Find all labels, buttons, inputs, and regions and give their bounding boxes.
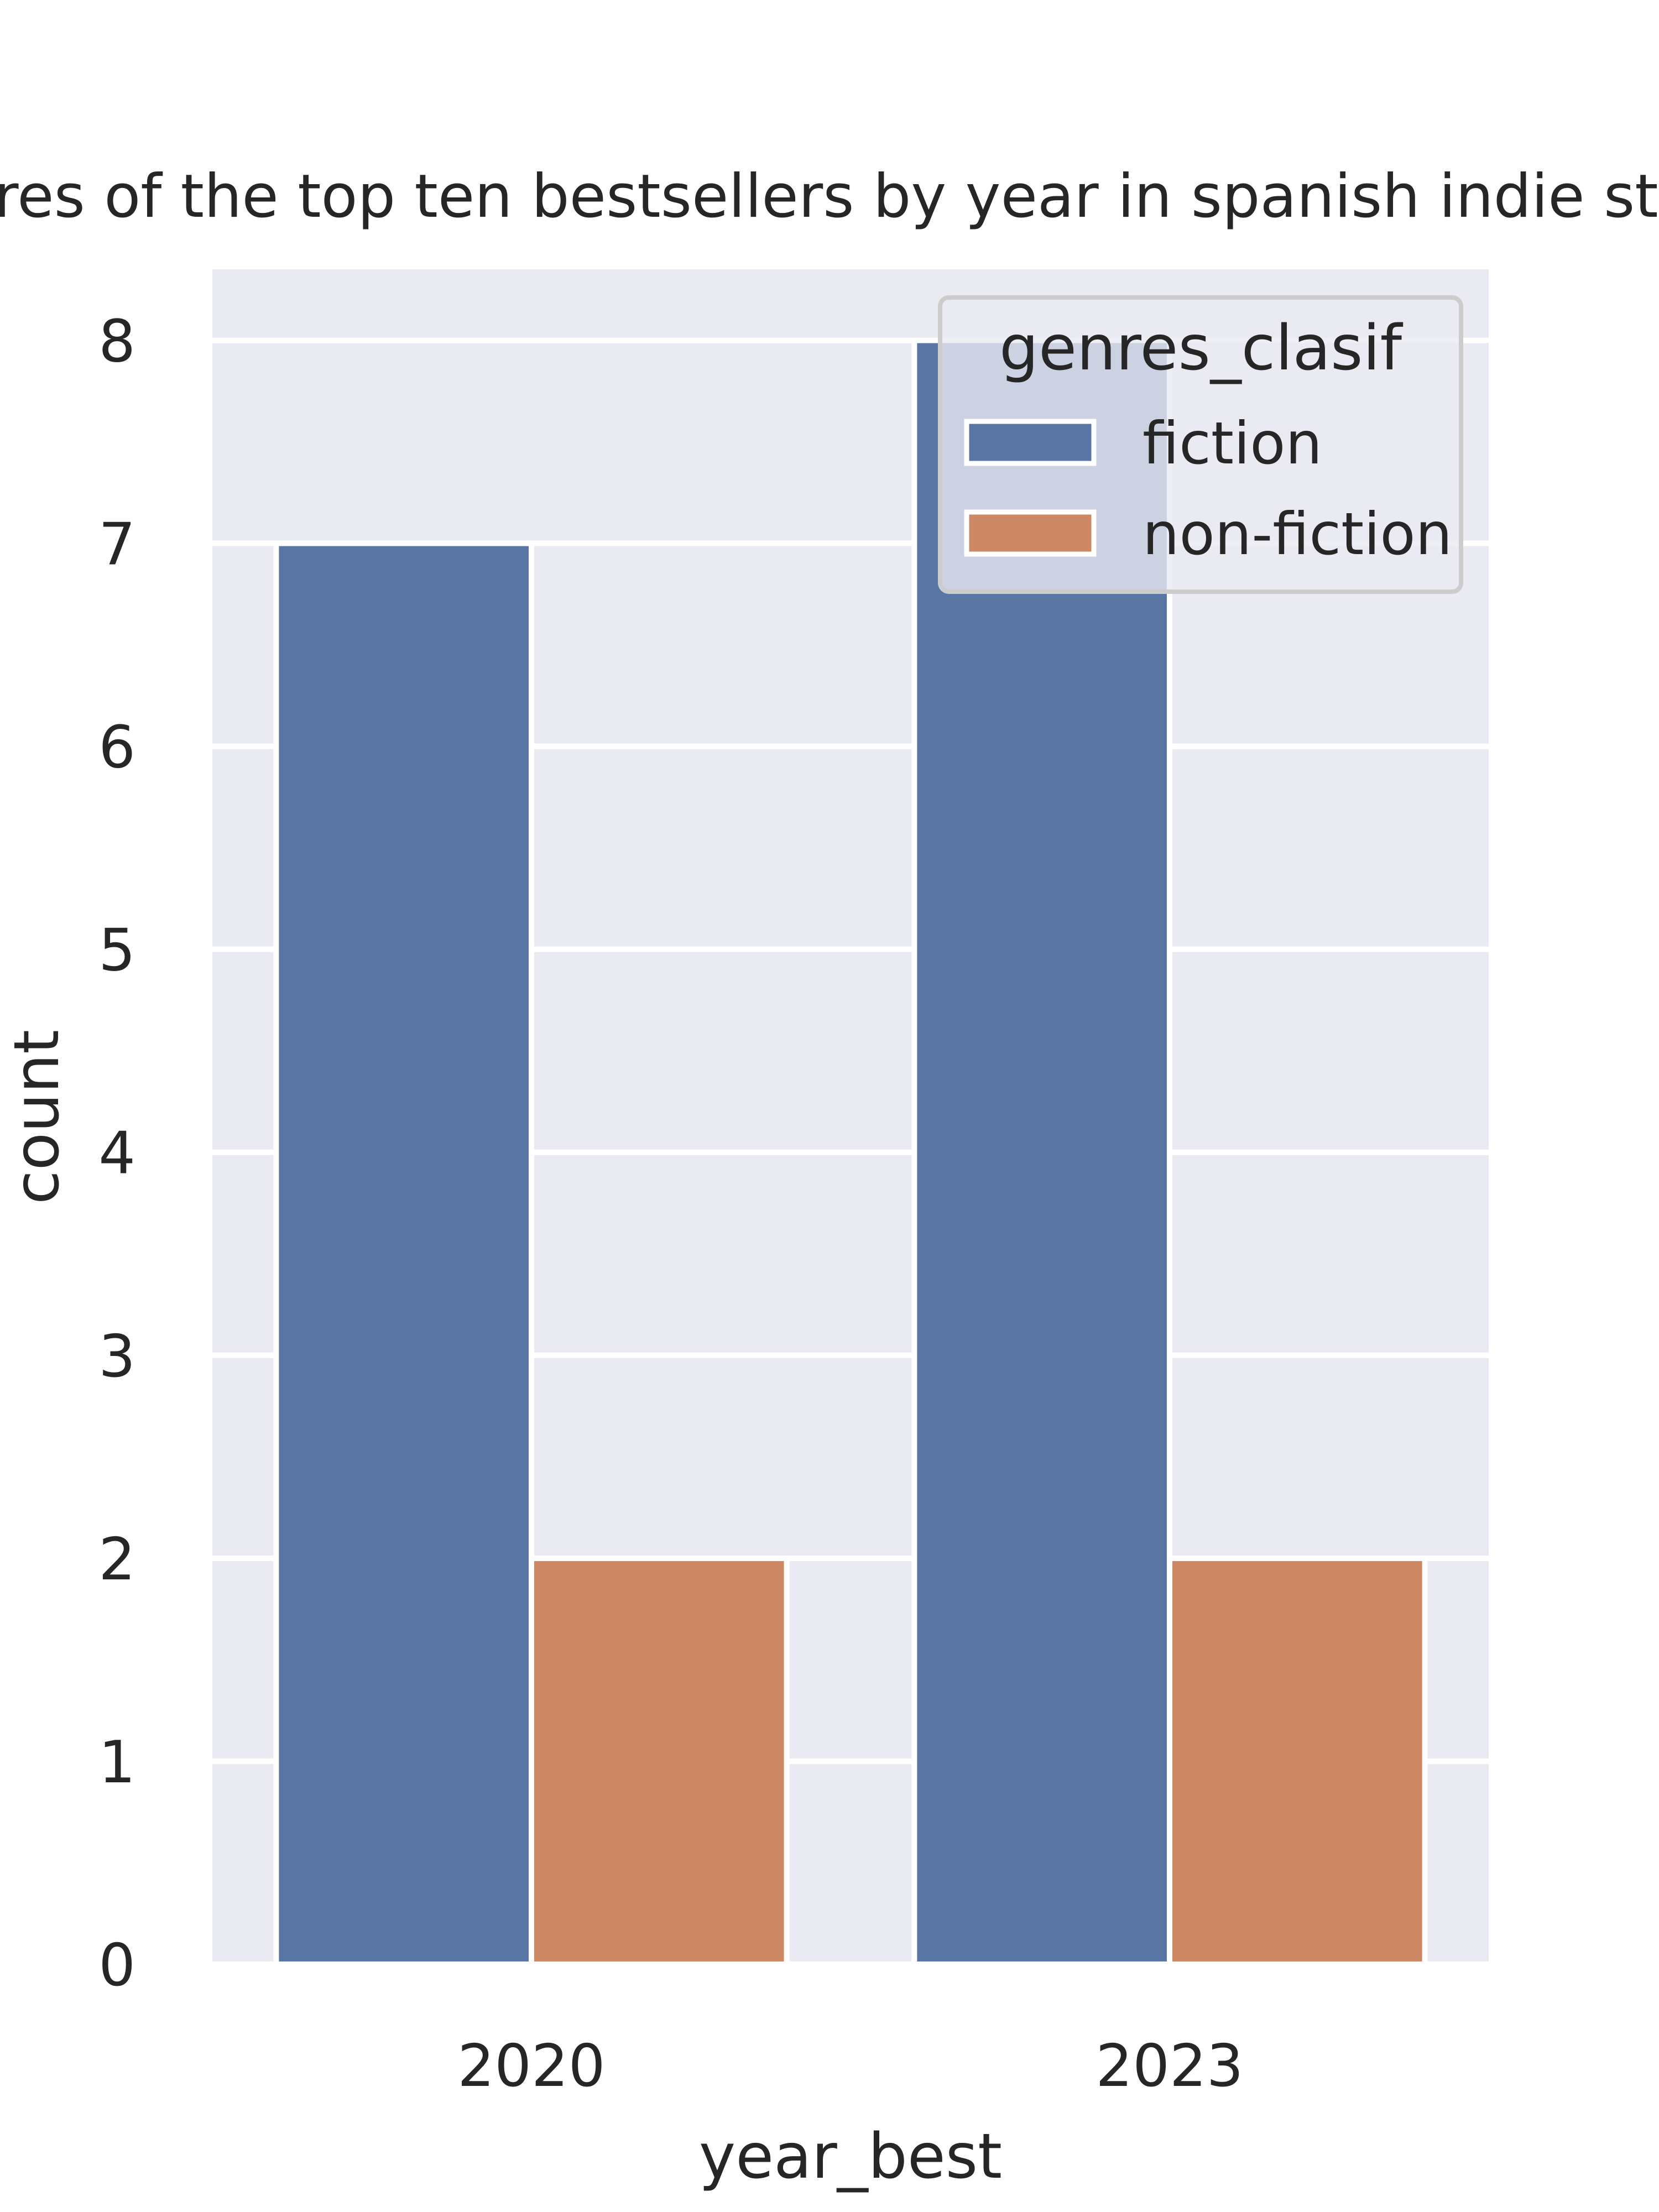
y-tick-label: 0: [98, 1932, 135, 1999]
y-axis-label: count: [1, 1030, 73, 1204]
bar-non-fiction-2020: [529, 1555, 790, 1967]
y-tick-labels: 0 1 2 3 4 5 6 7 8: [98, 307, 135, 1999]
legend-swatch-non-fiction: [964, 509, 1097, 557]
y-tick-label: 3: [98, 1323, 135, 1390]
y-tick-label: 8: [98, 307, 135, 375]
y-tick-label: 4: [98, 1120, 135, 1187]
y-tick-label: 2: [98, 1526, 135, 1593]
x-axis-label: year_best: [699, 2121, 1002, 2193]
y-tick-label: 7: [98, 511, 135, 578]
x-tick-label: 2020: [457, 2032, 605, 2100]
legend-items: fiction non-fiction: [964, 410, 1452, 568]
x-tick-label: 2023: [1095, 2032, 1243, 2100]
bar-non-fiction-2023: [1167, 1555, 1428, 1967]
bar-fiction-2020: [273, 540, 534, 1968]
legend: genres_clasif fiction non-fiction: [938, 295, 1463, 594]
legend-swatch-fiction: [964, 419, 1097, 466]
bars: [273, 337, 1428, 1968]
y-tick-label: 1: [98, 1729, 135, 1796]
y-tick-label: 6: [98, 714, 135, 781]
y-tick-label: 5: [98, 917, 135, 984]
chart-title: Genres of the top ten bestsellers by yea…: [0, 162, 1659, 231]
legend-title: genres_clasif: [999, 312, 1404, 384]
legend-label-fiction: fiction: [1142, 410, 1322, 477]
x-tick-labels: 2020 2023: [457, 2032, 1243, 2100]
legend-label-non-fiction: non-fiction: [1142, 500, 1452, 568]
